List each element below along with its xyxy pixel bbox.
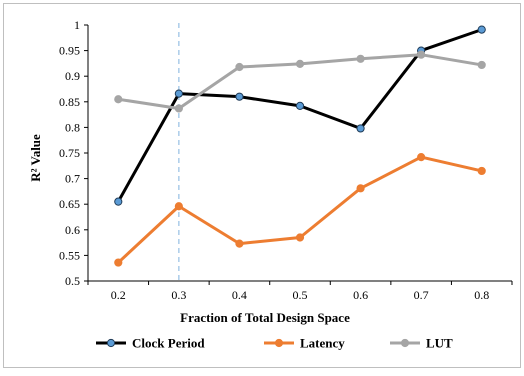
data-point-latency [478,167,485,174]
data-point-clock-period [296,102,303,109]
data-point-lut [478,61,485,68]
y-tick-label: 0.5 [65,274,80,288]
x-tick-label: 0.3 [171,288,186,302]
x-tick-label: 0.4 [232,288,247,302]
legend-label-clock-period: Clock Period [132,336,205,351]
data-point-latency [236,240,243,247]
legend-swatch-marker-clock-period [107,339,114,346]
data-point-lut [418,51,425,58]
y-tick-label: 0.85 [59,95,80,109]
x-tick-label: 0.7 [414,288,429,302]
data-point-clock-period [478,26,485,33]
data-point-lut [115,96,122,103]
data-point-latency [175,203,182,210]
data-point-clock-period [236,93,243,100]
x-tick-label: 0.8 [474,288,489,302]
x-axis-title: Fraction of Total Design Space [180,310,350,325]
data-point-lut [175,105,182,112]
data-point-clock-period [115,198,122,205]
legend-label-lut: LUT [426,336,453,351]
data-point-clock-period [175,90,182,97]
y-tick-label: 0.95 [59,44,80,58]
data-point-latency [296,234,303,241]
x-tick-label: 0.2 [111,288,126,302]
data-point-latency [418,153,425,160]
y-tick-label: 0.75 [59,146,80,160]
y-tick-label: 0.7 [65,172,80,186]
data-point-lut [236,63,243,70]
x-tick-label: 0.5 [293,288,308,302]
data-point-lut [357,55,364,62]
y-axis-title: R² Value [28,134,43,182]
data-point-clock-period [357,125,364,132]
legend-label-latency: Latency [300,336,345,351]
y-tick-label: 0.8 [65,120,80,134]
legend-swatch-marker-latency [275,339,282,346]
y-tick-label: 0.65 [59,197,80,211]
x-tick-label: 0.6 [353,288,368,302]
y-tick-label: 1 [74,18,80,32]
data-point-latency [115,259,122,266]
data-point-latency [357,185,364,192]
legend-swatch-marker-lut [401,339,408,346]
data-point-lut [296,60,303,67]
y-tick-label: 0.6 [65,223,80,237]
y-tick-label: 0.55 [59,248,80,262]
y-tick-label: 0.9 [65,69,80,83]
